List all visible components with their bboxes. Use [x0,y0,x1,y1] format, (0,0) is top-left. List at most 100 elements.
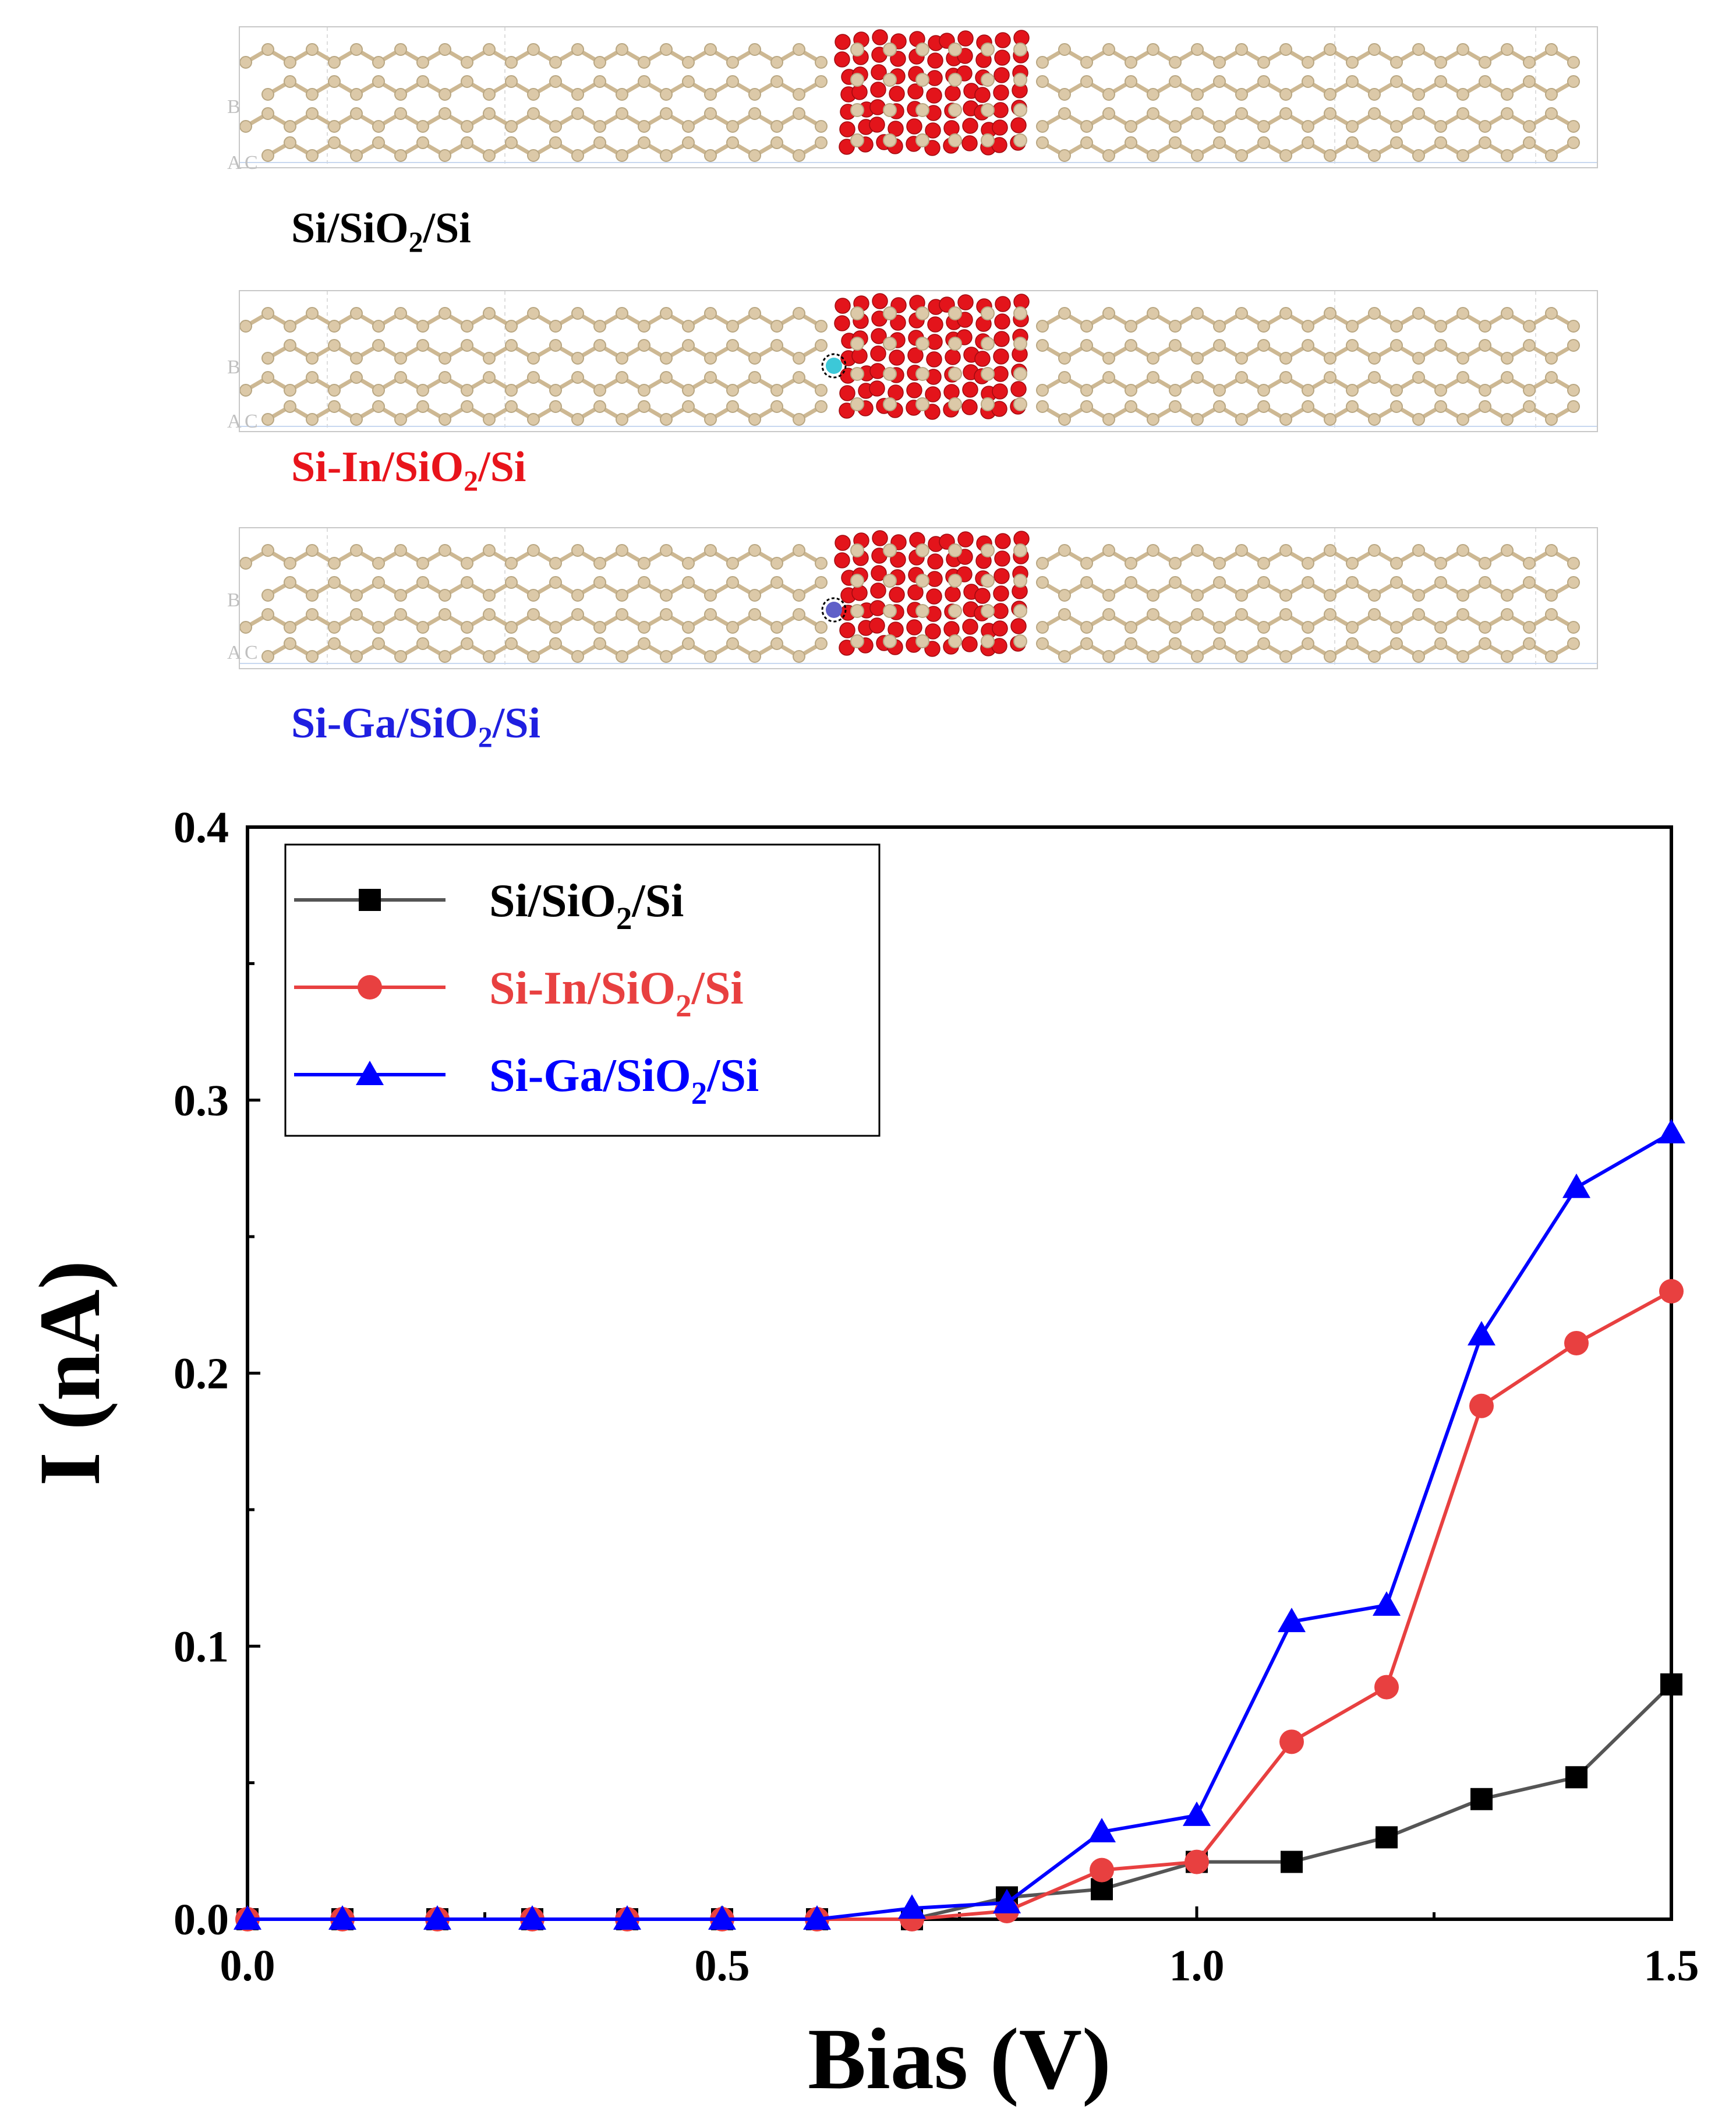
data-point [803,1905,831,1930]
si-atom [1479,56,1491,69]
axis-letter-c: C [245,642,258,663]
si-atom [616,149,628,162]
si-atom [306,608,319,621]
si-atom [850,543,864,557]
si-atom [483,88,496,101]
si-atom [1479,637,1491,650]
si-atom [981,397,995,411]
si-atom [461,339,473,352]
si-atom [1412,307,1425,320]
si-atom [1013,634,1027,648]
si-atom [1147,650,1159,663]
si-atom [1235,88,1248,101]
si-atom [638,576,650,589]
o-atom [957,294,974,310]
si-atom [770,320,783,333]
si-atom [1235,307,1248,320]
si-atom [1058,650,1071,663]
o-atom [869,380,885,397]
si-atom [1434,320,1447,333]
si-atom [261,589,274,602]
si-atom [1324,413,1337,426]
o-atom [888,121,904,137]
si-atom [549,400,562,413]
si-atom [1368,413,1381,426]
o-atom [962,382,978,398]
si-atom [981,103,995,117]
si-atom [770,400,783,413]
si-atom [1390,384,1403,397]
legend-box [284,843,881,1137]
si-atom [1302,557,1314,570]
si-atom [1235,544,1248,557]
si-atom [505,400,518,413]
si-atom [770,557,783,570]
si-atom [483,43,496,56]
si-atom [372,56,385,69]
si-atom [850,73,864,87]
si-atom [1125,384,1137,397]
si-atom [1501,544,1514,557]
si-atom [850,367,864,381]
si-atom [1523,400,1536,413]
o-atom [851,84,868,100]
si-atom [638,384,650,397]
si-atom [394,371,407,384]
si-atom [1125,320,1137,333]
si-atom [350,43,363,56]
si-atom [1147,88,1159,101]
data-point [1088,1818,1116,1842]
si-atom [240,120,252,133]
o-atom [927,334,943,350]
si-atom [1302,75,1314,88]
si-atom [1346,637,1359,650]
o-atom [993,67,1010,83]
si-atom [883,634,897,648]
si-atom [1257,120,1270,133]
si-atom [1257,136,1270,149]
o-atom [995,32,1011,48]
si-atom [704,88,717,101]
si-atom [1368,608,1381,621]
si-atom [704,589,717,602]
si-lattice-row [261,75,1580,101]
data-point [1183,1801,1211,1826]
si-atom [616,544,628,557]
si-atom [571,650,584,663]
si-atom [1456,149,1469,162]
si-atom [981,306,995,320]
si-atom [726,136,739,149]
o-atom [888,621,904,638]
si-atom [1479,136,1491,149]
si-atom [1302,621,1314,634]
si-atom [1346,56,1359,69]
si-atom [284,56,296,69]
si-atom [549,120,562,133]
si-atom [1390,621,1403,634]
si-atom [1346,400,1359,413]
o-atom [1010,381,1027,397]
si-atom [981,337,995,351]
si-atom [1567,320,1580,333]
si-atom [1013,43,1027,56]
si-atom [726,75,739,88]
legend-marker [358,975,382,1000]
structure-image-2 [240,291,1597,431]
si-atom [793,608,805,621]
si-atom [915,367,929,381]
si-atom [1036,136,1049,149]
si-atom [770,120,783,133]
si-atom [850,43,864,56]
si-atom [1213,75,1226,88]
si-atom [1501,413,1514,426]
si-atom [1169,557,1182,570]
si-atom [1191,149,1204,162]
data-point [1657,1119,1685,1143]
si-atom [1302,637,1314,650]
si-atom [1213,621,1226,634]
si-atom [1058,544,1071,557]
si-atom [1479,75,1491,88]
si-atom [461,75,473,88]
data-point [1373,1591,1401,1616]
si-atom [850,133,864,147]
